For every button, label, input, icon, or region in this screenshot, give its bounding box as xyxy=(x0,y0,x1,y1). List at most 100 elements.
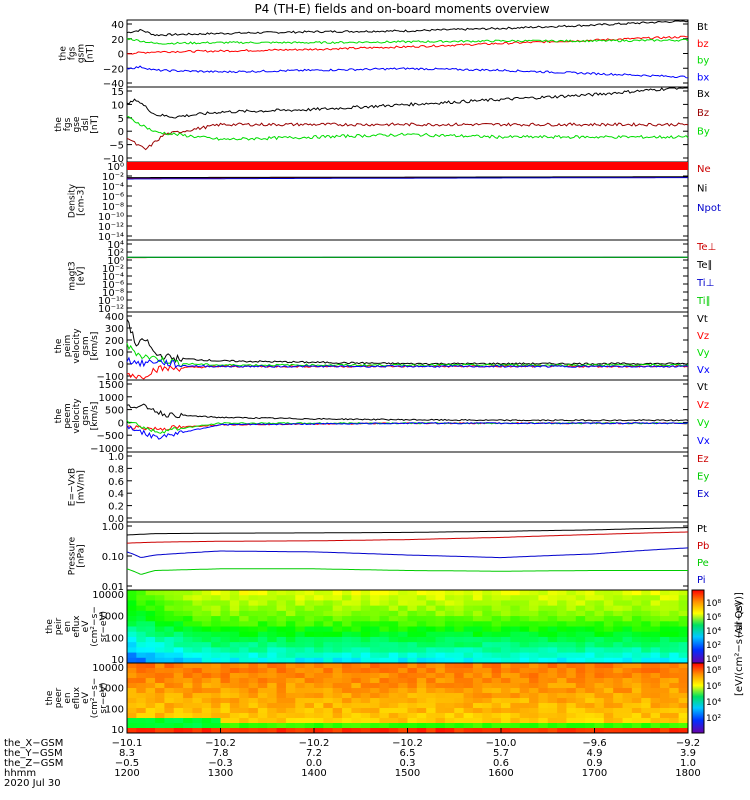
y-axis-label-line: the xyxy=(45,619,55,634)
y-axis-label-line: (cm²−s− xyxy=(90,678,100,719)
spectrogram-cell xyxy=(332,621,343,627)
spectrogram-cell xyxy=(183,626,193,633)
spectrogram-cell xyxy=(332,663,343,669)
spectrogram-cell xyxy=(416,626,427,633)
spectrogram-cell xyxy=(454,621,465,627)
spectrogram-cell xyxy=(678,610,689,617)
spectrogram-cell xyxy=(594,610,605,617)
series-line-By xyxy=(126,115,689,141)
spectrogram-cell xyxy=(332,668,343,674)
spectrogram-cell xyxy=(538,703,549,709)
legend-Pi: Pi xyxy=(697,575,706,586)
spectrogram-cell xyxy=(678,673,689,679)
spectrogram-cell xyxy=(183,610,193,617)
spectrogram-cell xyxy=(155,728,165,734)
spectrogram-cell xyxy=(613,708,624,714)
spectrogram-cell xyxy=(183,590,193,596)
spectrogram-cell xyxy=(173,621,184,627)
spectrogram-cell xyxy=(501,723,511,729)
x-row-value: −0.3 xyxy=(208,758,232,769)
spectrogram-cell xyxy=(183,642,193,648)
spectrogram-cell xyxy=(594,595,605,601)
spectrogram-cell xyxy=(641,703,652,709)
spectrogram-cell xyxy=(566,688,577,694)
spectrogram-cell xyxy=(519,723,530,729)
series-line-by xyxy=(126,37,689,45)
spectrogram-cell xyxy=(127,616,137,622)
spectrogram-cell xyxy=(566,621,577,627)
spectrogram-cell xyxy=(613,631,624,638)
spectrogram-cell xyxy=(613,600,624,607)
series-line-Pb xyxy=(127,531,688,544)
spectrogram-cell xyxy=(641,668,652,674)
spectrogram-cell xyxy=(192,703,203,709)
spectrogram-cell xyxy=(566,718,577,724)
spectrogram-cell xyxy=(557,728,567,734)
spectrogram-cell xyxy=(454,693,465,699)
y-tick-label: −1000 xyxy=(90,444,124,455)
spectrogram-cell xyxy=(416,636,427,643)
spectrogram-cell xyxy=(201,663,212,669)
spectrogram-cell xyxy=(136,718,147,724)
spectrogram-cell xyxy=(501,713,511,719)
spectrogram-cell xyxy=(463,605,474,612)
spectrogram-cell xyxy=(127,621,137,627)
spectrogram-cell xyxy=(557,708,567,714)
spectrogram-cell xyxy=(379,657,390,664)
spectrogram-cell xyxy=(426,708,437,714)
spectrogram-cell xyxy=(575,718,586,724)
spectrogram-cell xyxy=(603,647,614,654)
spectrogram-cell xyxy=(304,621,315,627)
spectrogram-cell xyxy=(388,703,399,709)
spectrogram-cell xyxy=(482,693,493,699)
spectrogram-cell xyxy=(388,621,399,627)
spectrogram-cell xyxy=(285,652,296,659)
spectrogram-cell xyxy=(229,668,240,674)
spectrogram-cell xyxy=(678,663,689,669)
spectrogram-cell xyxy=(388,616,399,622)
spectrogram-cell xyxy=(529,636,539,643)
spectrogram-cell xyxy=(594,698,605,704)
spectrogram-cell xyxy=(669,642,680,648)
spectrogram-cell xyxy=(239,723,250,729)
spectrogram-cell xyxy=(669,600,680,607)
spectrogram-cell xyxy=(173,616,184,622)
spectrogram-cell xyxy=(491,668,502,674)
spectrogram-cell xyxy=(454,718,465,724)
y-tick-label: 0.01 xyxy=(102,582,124,593)
spectrogram-cell xyxy=(594,626,605,633)
y-tick-label: 10⁻⁴ xyxy=(102,182,124,193)
spectrogram-cell xyxy=(678,626,689,633)
spectrogram-cell xyxy=(201,683,212,689)
spectrogram-cell xyxy=(173,688,184,694)
spectrogram-cell xyxy=(603,595,614,601)
spectrogram-cell xyxy=(631,663,642,669)
spectrogram-cell xyxy=(575,698,586,704)
y-tick-label: 10⁰ xyxy=(107,162,124,173)
spectrogram-cell xyxy=(678,616,689,622)
spectrogram-cell xyxy=(164,693,175,699)
spectrogram-cell xyxy=(304,600,315,607)
spectrogram-cell xyxy=(201,678,212,684)
spectrogram-cell xyxy=(659,728,670,734)
spectrogram-cell xyxy=(136,723,147,729)
spectrogram-cell xyxy=(566,668,577,674)
spectrogram-cell xyxy=(248,683,259,689)
spectrogram-cell xyxy=(472,668,483,674)
spectrogram-cell xyxy=(622,683,633,689)
spectrogram-cell xyxy=(538,673,549,679)
spectrogram-cell xyxy=(257,600,268,607)
spectrogram-cell xyxy=(566,652,577,659)
spectrogram-cell xyxy=(164,708,175,714)
spectrogram-cell xyxy=(267,631,278,638)
spectrogram-cell xyxy=(603,621,614,627)
spectrogram-cell xyxy=(136,688,147,694)
spectrogram-cell xyxy=(669,631,680,638)
spectrogram-cell xyxy=(136,610,147,617)
spectrogram-cell xyxy=(314,657,324,664)
spectrogram-cell xyxy=(323,688,334,694)
spectrogram-cell xyxy=(248,642,259,648)
spectrogram-cell xyxy=(173,642,184,648)
spectrogram-cell xyxy=(519,703,530,709)
